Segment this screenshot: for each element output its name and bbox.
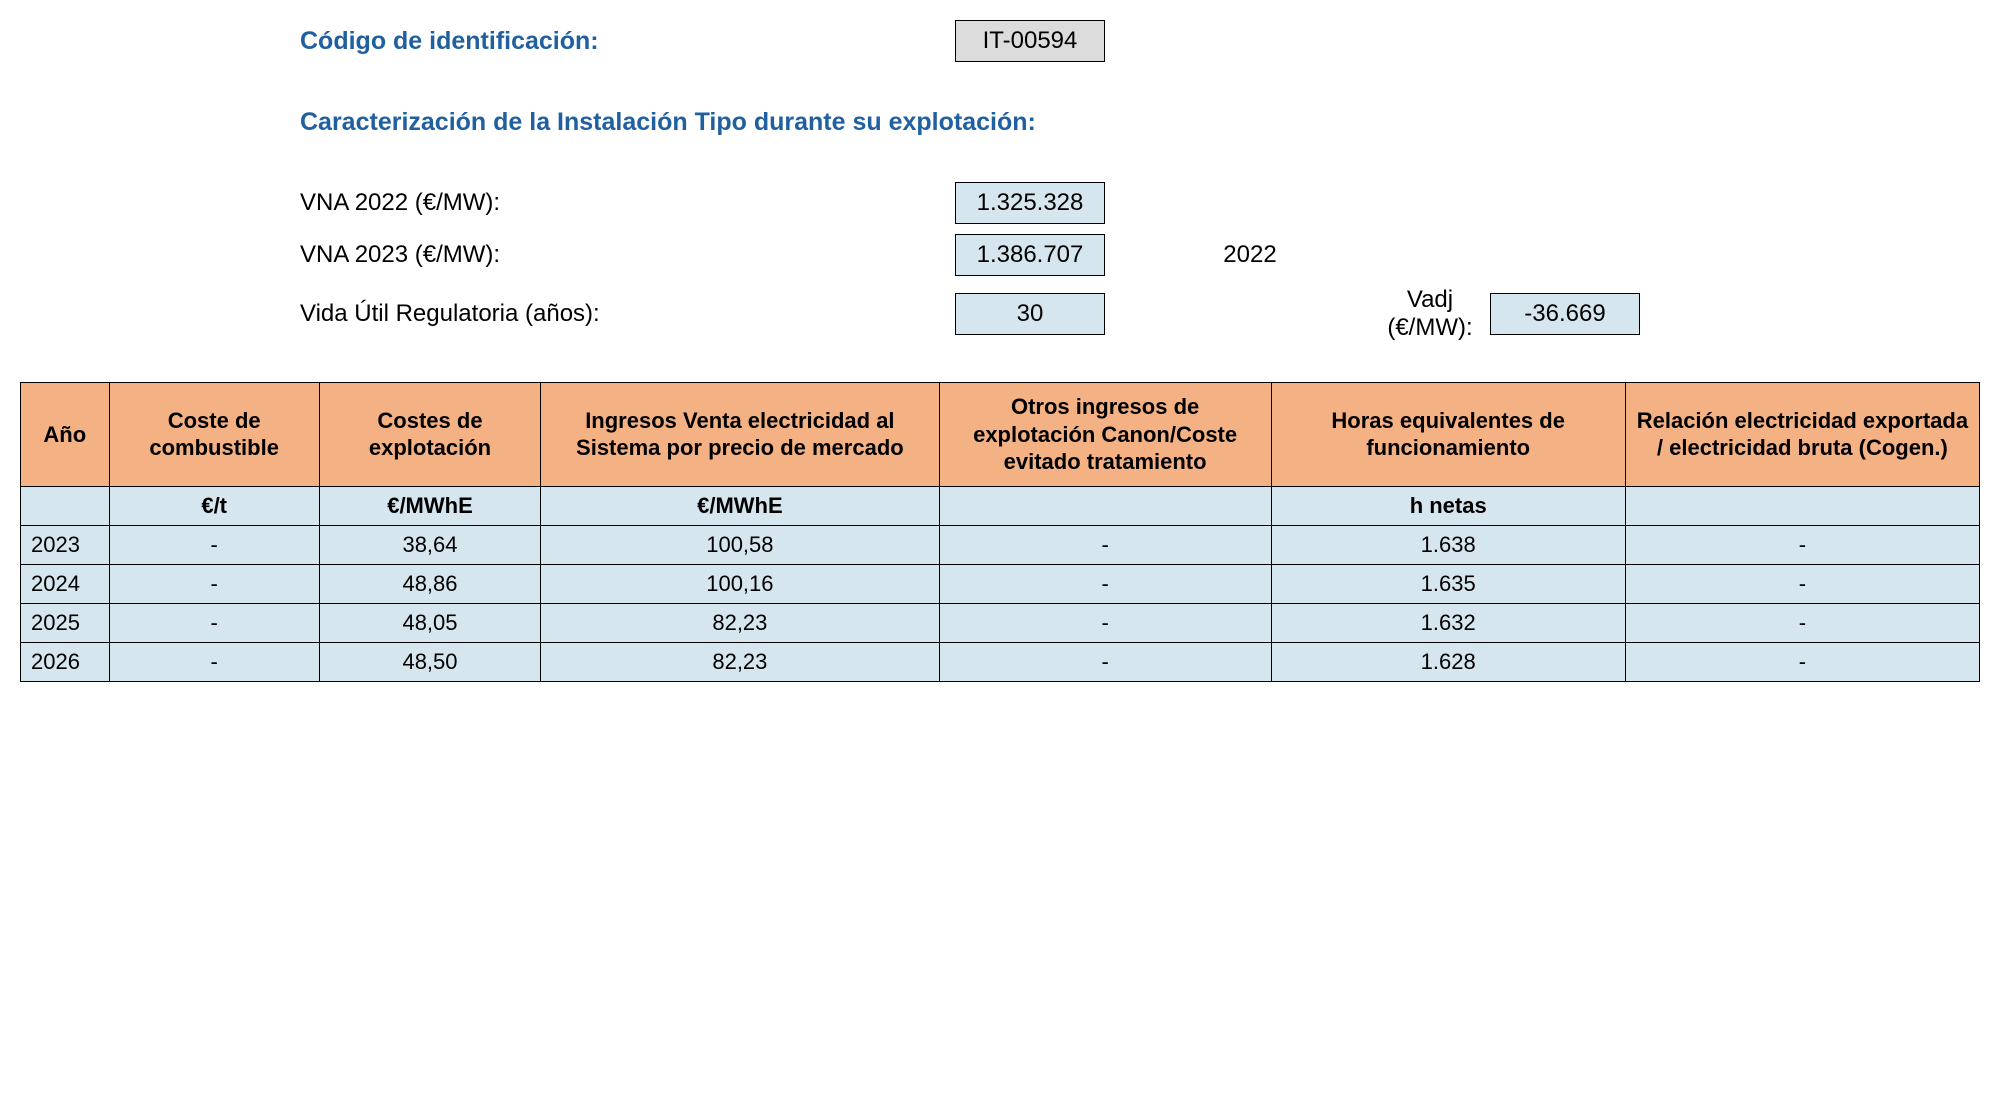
cell-year: 2025	[21, 603, 110, 642]
col-header: Horas equivalentes de funcionamiento	[1271, 383, 1625, 487]
cell-other: -	[939, 642, 1271, 681]
cell-sales: 82,23	[541, 642, 939, 681]
cell-fuel: -	[109, 603, 319, 642]
col-header: Otros ingresos de explotación Canon/Cost…	[939, 383, 1271, 487]
cell-oper: 38,64	[319, 525, 540, 564]
cell-year: 2024	[21, 564, 110, 603]
cell-fuel: -	[109, 642, 319, 681]
cell-hours: 1.628	[1271, 642, 1625, 681]
unit-cell: €/MWhE	[319, 486, 540, 525]
unit-cell: h netas	[1271, 486, 1625, 525]
field-year-note: 2022	[1120, 241, 1380, 269]
col-header: Costes de explotación	[319, 383, 540, 487]
table-row: 2023 - 38,64 100,58 - 1.638 -	[21, 525, 1980, 564]
cell-oper: 48,05	[319, 603, 540, 642]
table-row: 2025 - 48,05 82,23 - 1.632 -	[21, 603, 1980, 642]
section-title: Caracterización de la Instalación Tipo d…	[300, 108, 1036, 137]
cell-ratio: -	[1625, 525, 1979, 564]
cell-fuel: -	[109, 564, 319, 603]
col-header: Coste de combustible	[109, 383, 319, 487]
id-label: Código de identificación:	[300, 27, 940, 56]
cell-hours: 1.638	[1271, 525, 1625, 564]
field-value: 1.325.328	[955, 182, 1105, 224]
unit-cell: €/t	[109, 486, 319, 525]
col-header: Relación electricidad exportada / electr…	[1625, 383, 1979, 487]
unit-cell: €/MWhE	[541, 486, 939, 525]
unit-cell	[939, 486, 1271, 525]
table-units-row: €/t €/MWhE €/MWhE h netas	[21, 486, 1980, 525]
header-field-row: VNA 2022 (€/MW): 1.325.328	[300, 182, 1920, 224]
col-header: Año	[21, 383, 110, 487]
vadj-label: Vadj (€/MW):	[1380, 286, 1486, 342]
header-field-row: Vida Útil Regulatoria (años): 30 Vadj (€…	[300, 286, 1920, 342]
cell-hours: 1.632	[1271, 603, 1625, 642]
cell-ratio: -	[1625, 603, 1979, 642]
cell-other: -	[939, 525, 1271, 564]
cell-year: 2023	[21, 525, 110, 564]
vadj-value: -36.669	[1490, 293, 1640, 335]
header-field-row: VNA 2023 (€/MW): 1.386.707 2022	[300, 234, 1920, 276]
cell-sales: 100,58	[541, 525, 939, 564]
data-table: Año Coste de combustible Costes de explo…	[20, 382, 1980, 682]
unit-cell	[21, 486, 110, 525]
unit-cell	[1625, 486, 1979, 525]
cell-sales: 82,23	[541, 603, 939, 642]
field-value: 1.386.707	[955, 234, 1105, 276]
cell-other: -	[939, 564, 1271, 603]
field-value: 30	[955, 293, 1105, 335]
cell-sales: 100,16	[541, 564, 939, 603]
cell-other: -	[939, 603, 1271, 642]
field-label: Vida Útil Regulatoria (años):	[300, 300, 940, 328]
id-value: IT-00594	[955, 20, 1105, 62]
table-row: 2024 - 48,86 100,16 - 1.635 -	[21, 564, 1980, 603]
cell-hours: 1.635	[1271, 564, 1625, 603]
field-label: VNA 2023 (€/MW):	[300, 241, 940, 269]
table-row: 2026 - 48,50 82,23 - 1.628 -	[21, 642, 1980, 681]
cell-fuel: -	[109, 525, 319, 564]
table-header-row: Año Coste de combustible Costes de explo…	[21, 383, 1980, 487]
col-header: Ingresos Venta electricidad al Sistema p…	[541, 383, 939, 487]
cell-year: 2026	[21, 642, 110, 681]
field-label: VNA 2022 (€/MW):	[300, 189, 940, 217]
cell-oper: 48,50	[319, 642, 540, 681]
cell-oper: 48,86	[319, 564, 540, 603]
cell-ratio: -	[1625, 564, 1979, 603]
cell-ratio: -	[1625, 642, 1979, 681]
